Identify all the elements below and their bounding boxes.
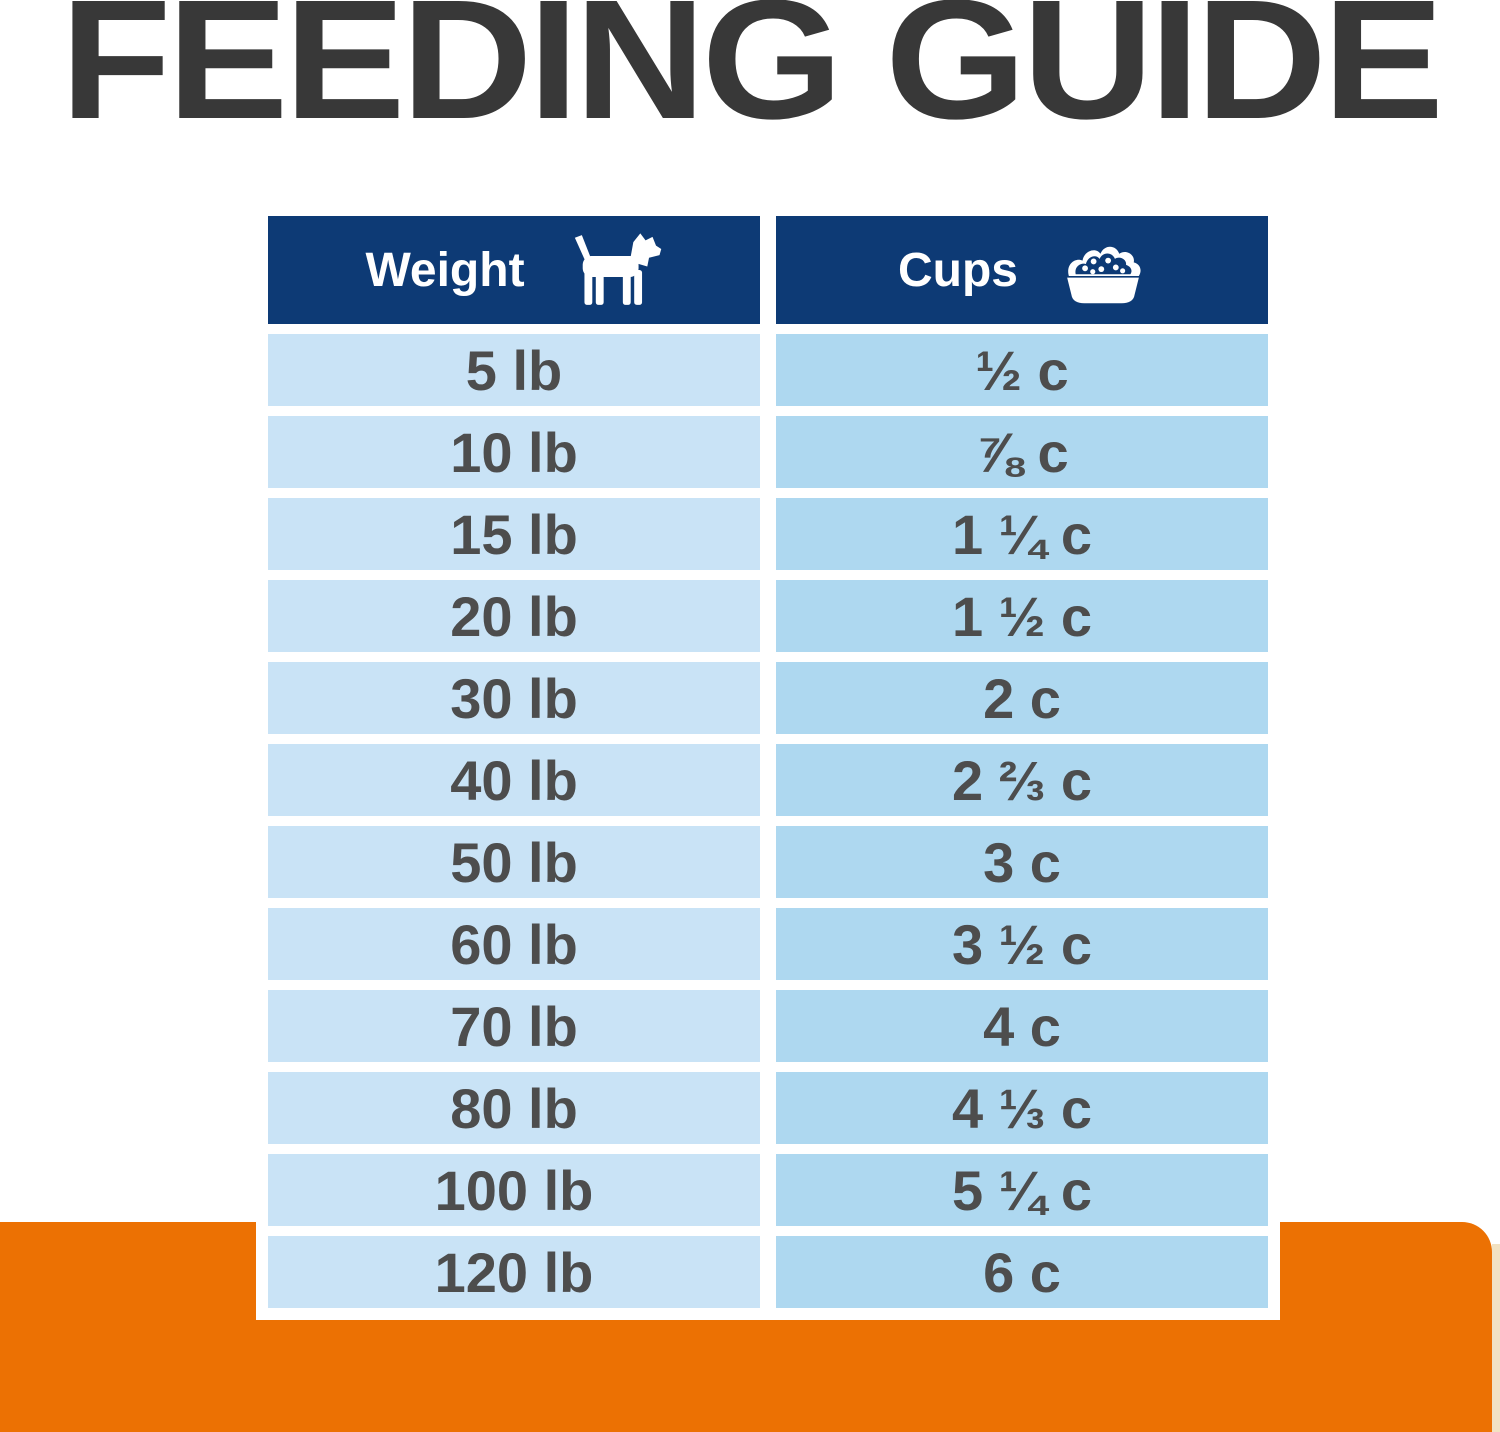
weight-cell: 20 lb	[268, 580, 760, 652]
cups-column-header: Cups	[776, 216, 1268, 324]
cups-cell: 2 c	[776, 662, 1268, 734]
table-row: 50 lb 3 c	[268, 826, 1268, 898]
cups-cell: 2 ⅔ c	[776, 744, 1268, 816]
food-bowl-icon	[1060, 235, 1146, 305]
table-row: 80 lb 4 ⅓ c	[268, 1072, 1268, 1144]
feeding-table: Weight Cups	[256, 204, 1280, 1320]
weight-cell: 30 lb	[268, 662, 760, 734]
cups-cell: 1 ½ c	[776, 580, 1268, 652]
cups-cell: ½ c	[776, 334, 1268, 406]
weight-cell: 120 lb	[268, 1236, 760, 1308]
dog-icon	[567, 231, 663, 309]
weight-cell: 40 lb	[268, 744, 760, 816]
table-row: 40 lb 2 ⅔ c	[268, 744, 1268, 816]
cups-cell: 4 c	[776, 990, 1268, 1062]
table-row: 120 lb 6 c	[268, 1236, 1268, 1308]
cups-cell: 4 ⅓ c	[776, 1072, 1268, 1144]
weight-column-header: Weight	[268, 216, 760, 324]
weight-cell: 50 lb	[268, 826, 760, 898]
cups-column-label: Cups	[898, 243, 1018, 297]
weight-column-label: Weight	[365, 243, 525, 297]
table-row: 5 lb ½ c	[268, 334, 1268, 406]
table-header-row: Weight Cups	[268, 216, 1268, 324]
cups-cell: 5 ¼ c	[776, 1154, 1268, 1226]
cups-cell: ⅞ c	[776, 416, 1268, 488]
cups-cell: 1 ¼ c	[776, 498, 1268, 570]
table-row: 10 lb ⅞ c	[268, 416, 1268, 488]
table-row: 60 lb 3 ½ c	[268, 908, 1268, 980]
cups-cell: 3 ½ c	[776, 908, 1268, 980]
weight-cell: 100 lb	[268, 1154, 760, 1226]
weight-cell: 5 lb	[268, 334, 760, 406]
weight-cell: 80 lb	[268, 1072, 760, 1144]
weight-cell: 70 lb	[268, 990, 760, 1062]
edge-strip	[1492, 1244, 1500, 1432]
weight-cell: 60 lb	[268, 908, 760, 980]
weight-cell: 10 lb	[268, 416, 760, 488]
cups-cell: 3 c	[776, 826, 1268, 898]
weight-cell: 15 lb	[268, 498, 760, 570]
table-row: 20 lb 1 ½ c	[268, 580, 1268, 652]
table-row: 15 lb 1 ¼ c	[268, 498, 1268, 570]
table-row: 70 lb 4 c	[268, 990, 1268, 1062]
table-row: 30 lb 2 c	[268, 662, 1268, 734]
table-row: 100 lb 5 ¼ c	[268, 1154, 1268, 1226]
page-title: FEEDING GUIDE	[60, 0, 1444, 155]
cups-cell: 6 c	[776, 1236, 1268, 1308]
